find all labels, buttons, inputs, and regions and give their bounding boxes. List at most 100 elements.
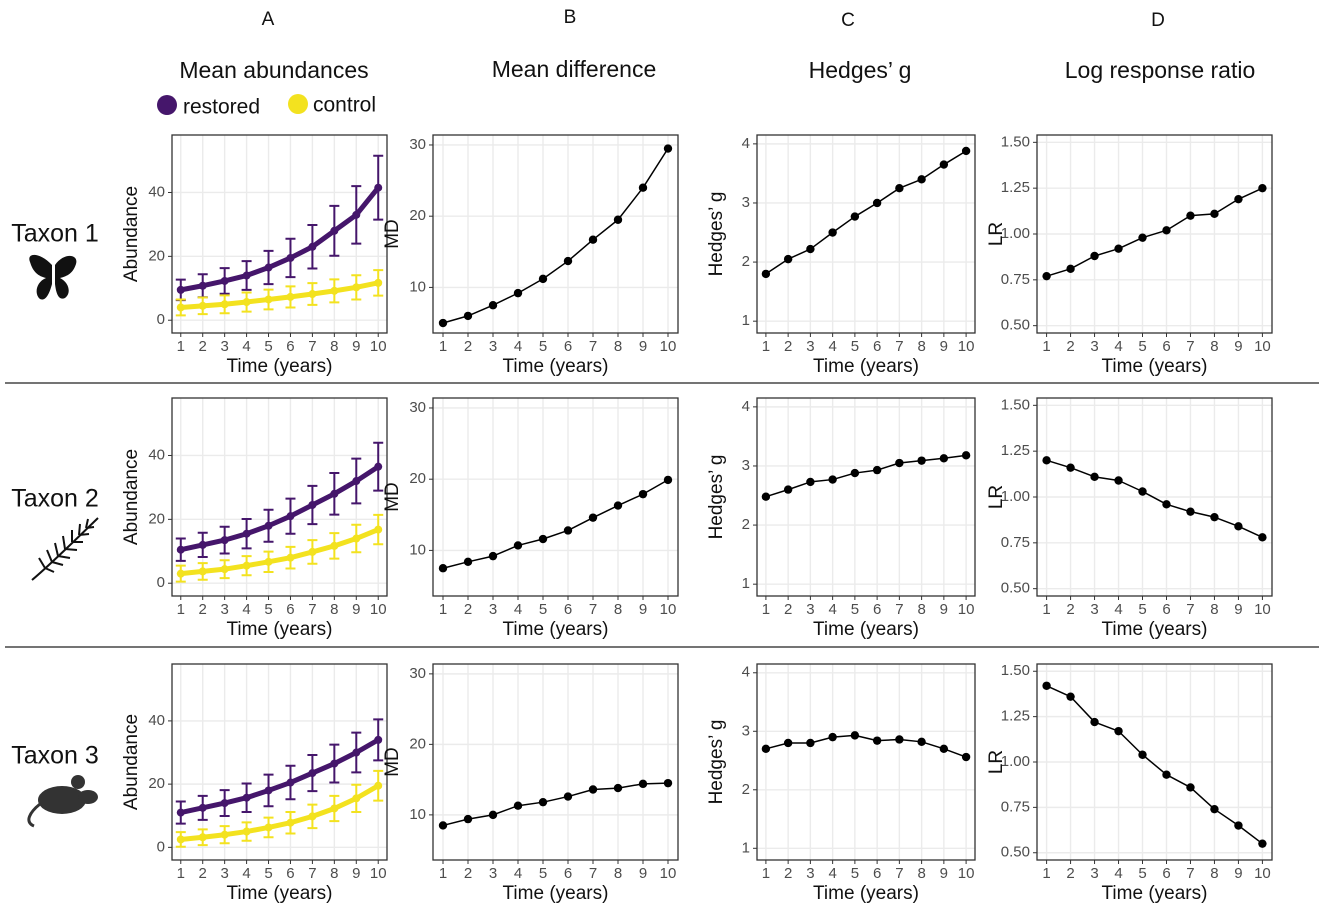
x-tick-label: 7 [895,338,903,355]
point [198,567,207,576]
point [917,456,926,465]
y-tick-label: 0.75 [1001,534,1030,551]
plot-panel [757,664,975,860]
x-tick-label: 8 [330,865,338,882]
point [917,175,926,184]
point [264,557,273,566]
point [1090,472,1099,482]
point [330,759,339,768]
point [352,210,361,219]
x-tick-label: 2 [784,601,792,618]
y-tick-label: 0.50 [1001,317,1030,334]
point [895,458,904,468]
point [588,785,598,794]
point [588,513,598,522]
point [1234,522,1243,531]
x-tick-label: 1 [1042,865,1050,882]
point [783,254,793,264]
y-tick-label: 0.75 [1001,798,1030,815]
x-tick-label: 7 [308,601,316,618]
point [198,803,207,812]
point [374,525,383,534]
point [1042,271,1051,281]
point [286,818,295,827]
point [563,792,573,801]
x-tick-label: 6 [1162,865,1170,882]
x-axis-label: Time (years) [1102,619,1208,640]
point [1258,183,1267,193]
point [961,451,971,460]
x-tick-label: 1 [439,338,447,355]
y-tick-label: 1.25 [1001,442,1030,459]
point [613,783,623,793]
point [761,744,771,754]
y-tick-label: 1.25 [1001,708,1030,725]
row-label: Taxon 2 [11,485,99,513]
point [806,244,815,254]
x-tick-label: 9 [940,601,948,618]
x-tick-label: 10 [1254,601,1271,618]
point [1114,476,1123,485]
point [1234,194,1243,204]
x-tick-label: 10 [958,601,975,618]
x-tick-label: 3 [220,338,228,355]
x-tick-label: 3 [220,601,228,618]
y-tick-label: 1.50 [1001,396,1030,413]
x-tick-label: 7 [308,865,316,882]
y-tick-label: 0.75 [1001,271,1030,288]
x-tick-label: 5 [1138,338,1146,355]
x-tick-label: 8 [330,601,338,618]
x-tick-label: 4 [514,338,522,355]
line [180,527,380,577]
point [939,160,949,169]
point [1186,507,1195,516]
y-axis-label: Abundance [121,449,142,545]
point [872,198,882,208]
point [1258,533,1267,542]
point [330,541,339,550]
x-axis-label: Time (years) [227,356,333,377]
y-tick-label: 0.50 [1001,580,1030,597]
x-tick-label: 7 [589,601,597,618]
point [1234,821,1243,830]
x-tick-label: 2 [464,338,472,355]
plot-border [432,397,679,597]
x-tick-label: 10 [370,865,387,882]
x-tick-label: 3 [1090,601,1098,618]
x-tick-label: 4 [1114,601,1122,618]
point [538,274,548,284]
plot-panel [757,398,975,596]
point [1066,264,1075,274]
plot-border [432,663,679,861]
plot-border [756,663,976,861]
x-tick-label: 9 [639,338,647,355]
legend-label: restored [183,96,260,119]
point [308,290,317,299]
x-axis-label: Time (years) [503,883,609,904]
x-tick-label: 8 [1210,338,1218,355]
x-tick-label: 6 [1162,338,1170,355]
x-tick-label: 4 [828,601,836,618]
point [198,281,207,290]
x-tick-label: 4 [1114,865,1122,882]
x-tick-label: 2 [199,601,207,618]
x-tick-label: 5 [539,601,547,618]
x-tick-label: 7 [589,865,597,882]
x-tick-label: 7 [589,338,597,355]
x-tick-label: 9 [1234,865,1242,882]
point [1210,804,1219,814]
y-tick-label: 1.00 [1001,488,1030,505]
x-tick-label: 3 [489,338,497,355]
x-tick-label: 5 [1138,865,1146,882]
y-axis-label: LR [986,750,1007,774]
point [638,183,648,192]
point [308,242,317,251]
point [1066,692,1075,701]
point [1186,211,1195,220]
point [806,738,815,748]
y-axis-label: Hedges’ g [706,720,727,805]
x-tick-label: 4 [1114,338,1122,355]
x-tick-label: 5 [264,865,272,882]
point [872,736,882,745]
point [352,534,361,543]
